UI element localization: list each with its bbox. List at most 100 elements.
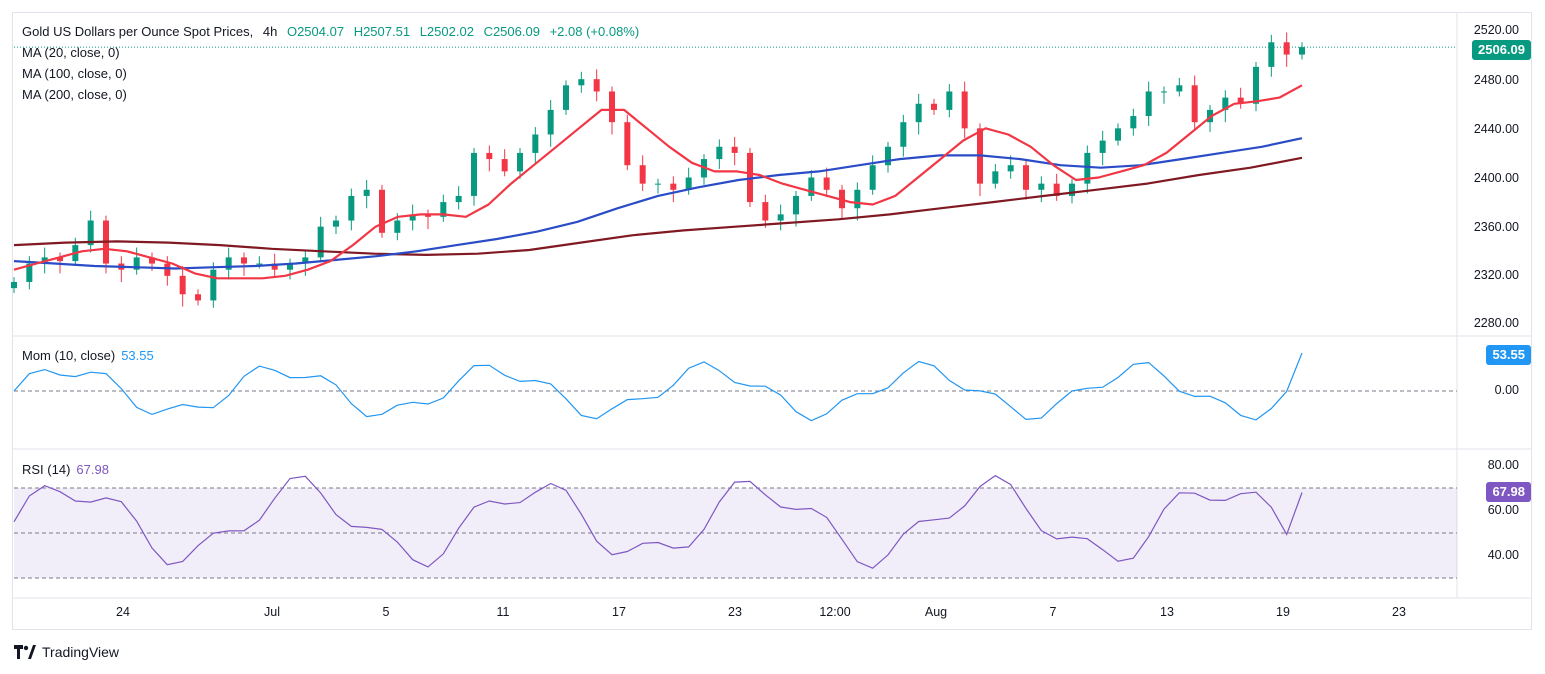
candle-body — [670, 183, 677, 190]
timeframe-label: 4h — [262, 24, 278, 39]
rsi-tick: 80.00 — [1487, 458, 1519, 472]
candle-body — [379, 189, 385, 233]
candle-body — [1161, 91, 1167, 93]
candle-body — [1069, 183, 1075, 196]
candle-body — [777, 214, 784, 221]
ma100-legend[interactable]: MA (100, close, 0) — [22, 66, 127, 81]
candle-body — [961, 91, 968, 129]
candle-body — [455, 195, 462, 203]
candle-body — [210, 269, 217, 301]
candle-body — [256, 263, 263, 265]
candle-body — [1007, 165, 1014, 172]
candle-body — [1222, 97, 1229, 110]
symbol-name: Gold US Dollars per Ounce Spot Prices — [22, 24, 250, 39]
candle-body — [1299, 47, 1305, 55]
brand-name: TradingView — [42, 644, 120, 660]
time-tick: Jul — [264, 605, 280, 619]
time-tick: 7 — [1049, 605, 1057, 619]
candle-body — [609, 91, 615, 123]
candle-body — [593, 79, 600, 92]
candle-body — [1253, 66, 1259, 104]
candle-body — [486, 152, 493, 160]
time-tick: 17 — [612, 605, 626, 619]
momentum-line — [13, 352, 1303, 422]
candle-body — [241, 257, 247, 264]
candle-body — [348, 195, 355, 221]
momentum-value-tag: 53.55 — [1486, 345, 1531, 365]
tradingview-logo-icon — [14, 645, 36, 659]
rsi-tick: 40.00 — [1487, 548, 1519, 562]
candle-body — [532, 134, 539, 153]
candle-body — [1099, 140, 1106, 153]
candle-body — [931, 103, 937, 110]
candle-body — [716, 146, 723, 160]
rsi-label: RSI (14) — [22, 462, 71, 477]
candle-body — [333, 220, 339, 227]
candle-body — [1023, 165, 1029, 190]
candle-body — [317, 226, 324, 258]
candle-body — [195, 294, 201, 301]
candle-body — [271, 263, 278, 270]
candle-body — [563, 85, 569, 110]
candle-body — [578, 79, 585, 86]
ma100-line — [13, 137, 1303, 270]
time-tick: 11 — [496, 605, 510, 619]
candle-body — [854, 189, 861, 209]
price-tick: 2280.00 — [1473, 316, 1519, 330]
price-tick: 2440.00 — [1473, 122, 1519, 136]
ma200-legend[interactable]: MA (200, close, 0) — [22, 87, 127, 102]
momentum-zero-tick: 0.00 — [1494, 383, 1519, 397]
candle-body — [363, 189, 370, 196]
candle-body — [547, 109, 554, 135]
candle-body — [624, 122, 631, 166]
symbol-legend[interactable]: Gold US Dollars per Ounce Spot Prices, 4… — [22, 24, 640, 39]
candle-body — [639, 165, 646, 184]
candle-body — [471, 152, 477, 196]
ma20-line — [13, 84, 1303, 280]
candle-body — [409, 214, 416, 221]
momentum-legend-value: 53.55 — [121, 348, 154, 363]
candle-body — [869, 165, 876, 190]
candle-body — [685, 177, 692, 190]
candle-body — [655, 183, 661, 185]
rsi-value-tag: 67.98 — [1486, 482, 1531, 502]
chart-frame — [12, 12, 1532, 630]
candle-body — [149, 257, 155, 264]
candle-body — [1191, 85, 1198, 123]
tradingview-branding[interactable]: TradingView — [14, 644, 119, 660]
candle-body — [287, 263, 293, 270]
candle-body — [225, 257, 232, 270]
candle-body — [302, 257, 309, 264]
candle-body — [823, 177, 830, 190]
high-value: H2507.51 — [353, 24, 411, 39]
candle-body — [11, 281, 17, 289]
price-tick: 2400.00 — [1473, 171, 1519, 185]
time-tick: 12:00 — [819, 605, 851, 619]
candle-body — [425, 214, 431, 217]
ma200-line — [13, 156, 1303, 256]
candle-body — [1084, 152, 1091, 184]
candle-body — [164, 263, 171, 276]
candle-body — [87, 220, 94, 246]
candle-body — [133, 257, 140, 270]
momentum-legend[interactable]: Mom (10, close) 53.55 — [22, 347, 160, 365]
low-value: L2502.02 — [419, 24, 474, 39]
candle-body — [517, 152, 523, 172]
candle-body — [1038, 183, 1045, 190]
time-tick: Aug — [924, 605, 948, 619]
candle-body — [1176, 85, 1183, 92]
candle-body — [1268, 42, 1275, 67]
rsi-legend[interactable]: RSI (14) 67.98 — [22, 461, 115, 479]
candle-body — [1283, 42, 1290, 55]
rsi-line — [13, 474, 1303, 569]
time-tick: 5 — [382, 605, 390, 619]
change-value: +2.08 (+0.08%) — [549, 24, 640, 39]
close-value: C2506.09 — [483, 24, 540, 39]
price-tick: 2520.00 — [1473, 23, 1519, 37]
candle-body — [992, 171, 999, 184]
candle-body — [179, 275, 186, 295]
candle-body — [26, 263, 33, 282]
ma20-legend[interactable]: MA (20, close, 0) — [22, 45, 120, 60]
price-tick: 2360.00 — [1473, 220, 1519, 234]
